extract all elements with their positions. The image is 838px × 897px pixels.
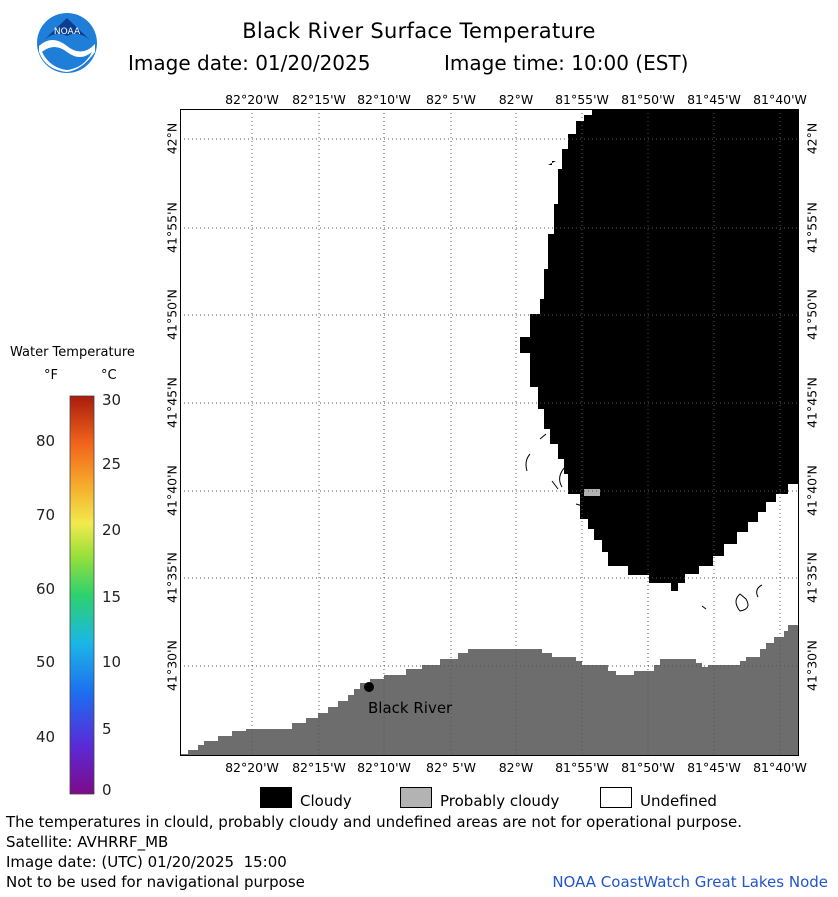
colorbar-f-tick: 80 [36, 432, 56, 450]
colorbar-c-tick: 30 [102, 391, 122, 409]
map-frame: Black River [180, 109, 799, 756]
latitude-label: 41°45'N [804, 377, 820, 428]
undefined-outline [575, 503, 587, 508]
longitude-label: 82°15'W [292, 760, 346, 775]
longitude-label: 82°20'W [225, 760, 279, 775]
noaa-logo: NOAA [36, 12, 98, 74]
latitude-label: 41°40'N [804, 465, 820, 516]
satellite-text: Satellite: AVHRRF_MB [6, 833, 169, 851]
credit-text: NOAA CoastWatch Great Lakes Node [552, 873, 828, 891]
disclaimer-text: The temperatures in clould, probably clo… [6, 813, 743, 831]
black-river-label: Black River [368, 699, 453, 717]
longitude-label: 82°10'W [357, 760, 411, 775]
latitude-label: 41°30'N [804, 640, 820, 691]
colorbar-title: Water Temperature [10, 345, 135, 360]
undefined-outline [551, 480, 559, 490]
colorbar-c-tick: 25 [102, 455, 122, 473]
image-time-label: Image time: 10:00 (EST) [444, 51, 689, 75]
legend-label-cloudy: Cloudy [300, 792, 352, 810]
longitude-label: 81°50'W [621, 92, 675, 107]
undefined-outline [525, 453, 531, 472]
cloud-speckle [548, 161, 556, 165]
longitude-label: 81°40'W [753, 92, 807, 107]
undefined-outline [756, 584, 763, 598]
latitude-label: 41°35'N [804, 552, 820, 603]
longitude-label: 82°15'W [292, 92, 346, 107]
longitude-label: 82°W [498, 92, 534, 107]
noaa-logo-icon: NOAA [37, 13, 97, 73]
colorbar-f-tick: 70 [36, 506, 56, 524]
colorbar [69, 395, 95, 795]
latitude-label: 41°55'N [164, 202, 180, 253]
latitude-label: 42°N [164, 122, 180, 155]
colorbar-c-tick: 0 [102, 781, 112, 799]
colorbar-c-tick: 20 [102, 521, 122, 539]
longitude-label: 81°45'W [687, 760, 741, 775]
noaa-logo-text: NOAA [54, 27, 81, 37]
colorbar-c-tick: 5 [102, 720, 112, 738]
latitude-label: 41°55'N [804, 202, 820, 253]
undefined-outline [701, 605, 707, 610]
longitude-label: 81°50'W [621, 760, 675, 775]
legend-label-undefined: Undefined [640, 792, 717, 810]
legend-swatch-probably-cloudy [400, 787, 432, 808]
longitude-label: 81°55'W [555, 92, 609, 107]
colorbar-f-tick: 60 [36, 580, 56, 598]
longitude-label: 82° 5'W [426, 92, 476, 107]
image-date-label: Image date: 01/20/2025 [128, 51, 371, 75]
latitude-label: 41°30'N [164, 640, 180, 691]
longitude-label: 82°W [498, 760, 534, 775]
latitude-label: 41°35'N [164, 552, 180, 603]
latitude-label: 41°45'N [164, 377, 180, 428]
longitude-label: 81°45'W [687, 92, 741, 107]
legend-swatch-cloudy [260, 787, 292, 808]
longitude-label: 82° 5'W [426, 760, 476, 775]
probably-cloudy-patch [584, 489, 600, 496]
undefined-outline [539, 433, 547, 440]
longitude-label: 82°20'W [225, 92, 279, 107]
undefined-outline [735, 593, 749, 612]
longitude-label: 82°10'W [357, 92, 411, 107]
colorbar-c-tick: 10 [102, 653, 122, 671]
utc-date-text: Image date: (UTC) 01/20/2025 15:00 [6, 853, 287, 871]
page-title: Black River Surface Temperature [242, 19, 596, 43]
legend-label-probably-cloudy: Probably cloudy [440, 792, 560, 810]
latitude-label: 41°40'N [164, 465, 180, 516]
colorbar-c-tick: 15 [102, 588, 122, 606]
latitude-label: 42°N [804, 122, 820, 155]
legend-swatch-undefined [600, 787, 632, 808]
colorbar-f-tick: 50 [36, 653, 56, 671]
black-river-marker [364, 682, 374, 692]
unit-fahrenheit: °F [44, 368, 58, 383]
latitude-label: 41°50'N [164, 289, 180, 340]
undefined-outline [559, 466, 566, 488]
map-border [180, 109, 799, 756]
land-area [180, 625, 799, 756]
colorbar-f-tick: 40 [36, 728, 56, 746]
latitude-label: 41°50'N [804, 289, 820, 340]
navigation-warning-text: Not to be used for navigational purpose [6, 873, 305, 891]
longitude-label: 81°55'W [555, 760, 609, 775]
unit-celsius: °C [101, 368, 117, 383]
colorbar-gradient [70, 396, 94, 794]
longitude-label: 81°40'W [753, 760, 807, 775]
cloud-region [520, 109, 799, 591]
